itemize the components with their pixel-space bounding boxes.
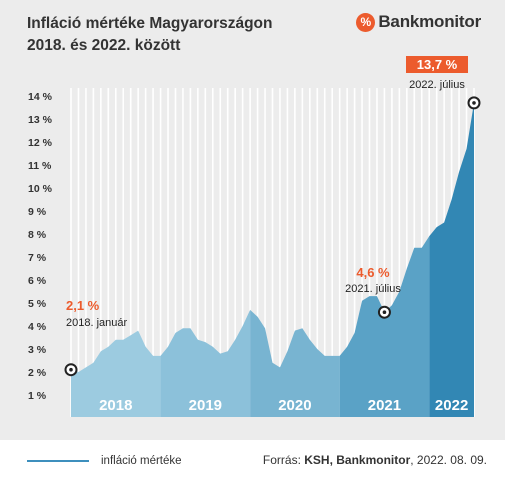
annotation-marker-dot [472,101,476,105]
y-tick-label: 11 % [28,160,52,172]
legend-line-swatch [27,460,89,462]
area-segment-2022 [429,102,474,418]
legend: infláció mértéke [27,455,182,467]
inflation-area-chart: 1 % 2 % 3 % 4 % 5 % 6 % 7 % 8 % 9 % 10 % 11 % 12 % 1… [28,56,481,418]
annotation-date-label: 2018. január [66,317,127,329]
annotation-marker-dot [69,367,73,372]
logo-text: Bankmonitor [378,12,481,31]
annotation-date-label: 2022. július [409,79,465,91]
year-label: 2022 [435,397,468,414]
area-segment-2018 [71,330,161,417]
y-tick-label: 4 % [28,321,47,333]
bankmonitor-logo: % Bankmonitor [356,12,481,32]
year-label: 2020 [278,397,311,414]
source-note: Forrás: KSH, Bankmonitor, 2022. 08. 09. [263,453,487,467]
y-tick-label: 7 % [28,252,47,264]
y-tick-label: 3 % [28,344,47,356]
percent-logo-icon: % [356,12,376,32]
source-date: , 2022. 08. 09. [410,453,487,467]
y-tick-label: 6 % [28,275,47,287]
area-segment-2020 [250,309,340,417]
y-tick-label: 1 % [28,390,47,402]
y-tick-label: 14 % [28,91,53,103]
chart-title-line-1: Infláció mértéke Magyarországon [27,15,273,32]
y-tick-label: 9 % [28,206,47,218]
chart-title: Infláció mértéke Magyarországon 2018. és… [27,13,273,57]
year-label: 2018 [99,397,132,414]
annotation-marker-dot [382,310,387,315]
y-tick-label: 10 % [28,183,53,195]
legend-label: infláció mértéke [101,455,182,467]
y-tick-label: 8 % [28,229,47,241]
annotation-date-label: 2021. július [345,283,401,295]
y-tick-label: 13 % [28,114,53,126]
source-prefix: Forrás: [262,453,305,467]
year-label: 2019 [189,397,222,414]
chart-title-line-2: 2018. és 2022. között [27,37,181,54]
area-segment-2021 [339,236,430,417]
area-segment-2019 [160,309,251,417]
y-tick-label: 12 % [28,137,53,149]
annotation-value-label: 4,6 % [356,265,390,280]
annotation-value-label: 13,7 % [417,57,458,72]
y-tick-label: 2 % [28,367,47,379]
annotation-value-badge [406,56,468,73]
annotation-value-label: 2,1 % [66,298,100,313]
y-tick-label: 5 % [28,298,47,310]
source-names: KSH, Bankmonitor [304,453,411,467]
year-label: 2021 [368,397,401,414]
